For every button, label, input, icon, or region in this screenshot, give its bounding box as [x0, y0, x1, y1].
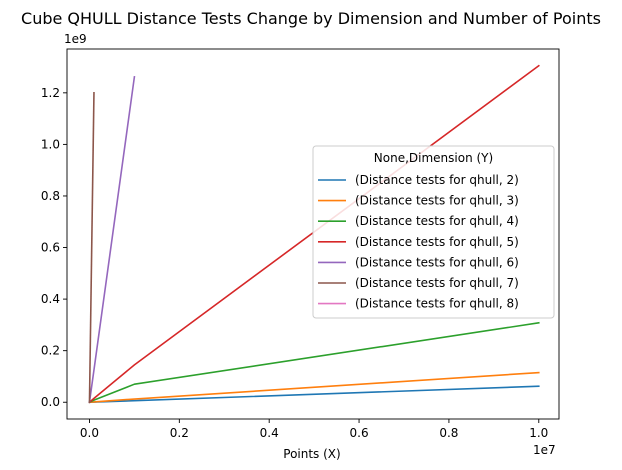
x-tick-label-3: 0.4 [260, 426, 279, 440]
legend-title: None,Dimension (Y) [374, 151, 493, 165]
legend-label-3: (Distance tests for qhull, 4) [355, 214, 519, 228]
y-tick-label-2: 0.2 [41, 344, 60, 358]
chart-title: Cube QHULL Distance Tests Change by Dime… [21, 9, 601, 28]
legend-label-1: (Distance tests for qhull, 2) [355, 173, 519, 187]
y-axis: 0.0 0.2 0.4 0.6 0.8 1.0 1.2 [41, 86, 67, 409]
series-line-5 [88, 75, 136, 404]
x-tick-label-6: 1.0 [529, 426, 548, 440]
legend-label-6: (Distance tests for qhull, 7) [355, 276, 519, 290]
series-line-1 [88, 385, 540, 404]
y-offset-label: 1e9 [64, 32, 87, 46]
y-tick-label-5: 0.8 [41, 189, 60, 203]
series-line-2 [88, 371, 540, 404]
legend-box [312, 145, 555, 319]
y-tick-label-3: 0.4 [41, 292, 60, 306]
x-offset-label: 1e7 [533, 443, 556, 457]
x-tick-label-2: 0.2 [170, 426, 189, 440]
legend-label-5: (Distance tests for qhull, 6) [355, 255, 519, 269]
x-tick-label-4: 0.6 [350, 426, 369, 440]
legend-label-4: (Distance tests for qhull, 5) [355, 235, 519, 249]
y-tick-label-6: 1.0 [41, 137, 60, 151]
plot-frame [66, 48, 560, 420]
y-tick-label-1: 0.0 [41, 395, 60, 409]
x-axis: 0.0 0.2 0.4 0.6 0.8 1.0 [80, 419, 548, 440]
y-tick-label-7: 1.2 [41, 86, 60, 100]
legend-label-7: (Distance tests for qhull, 8) [355, 297, 519, 311]
x-tick-label-1: 0.0 [80, 426, 99, 440]
legend-label-2: (Distance tests for qhull, 3) [355, 194, 519, 208]
series-line-3 [88, 321, 540, 404]
series-line-6 [88, 92, 95, 404]
legend: None,Dimension (Y) (Distance tests for qh… [312, 145, 555, 319]
x-axis-label: Points (X) [283, 447, 340, 461]
x-tick-label-5: 0.8 [439, 426, 458, 440]
y-tick-label-4: 0.6 [41, 241, 60, 255]
